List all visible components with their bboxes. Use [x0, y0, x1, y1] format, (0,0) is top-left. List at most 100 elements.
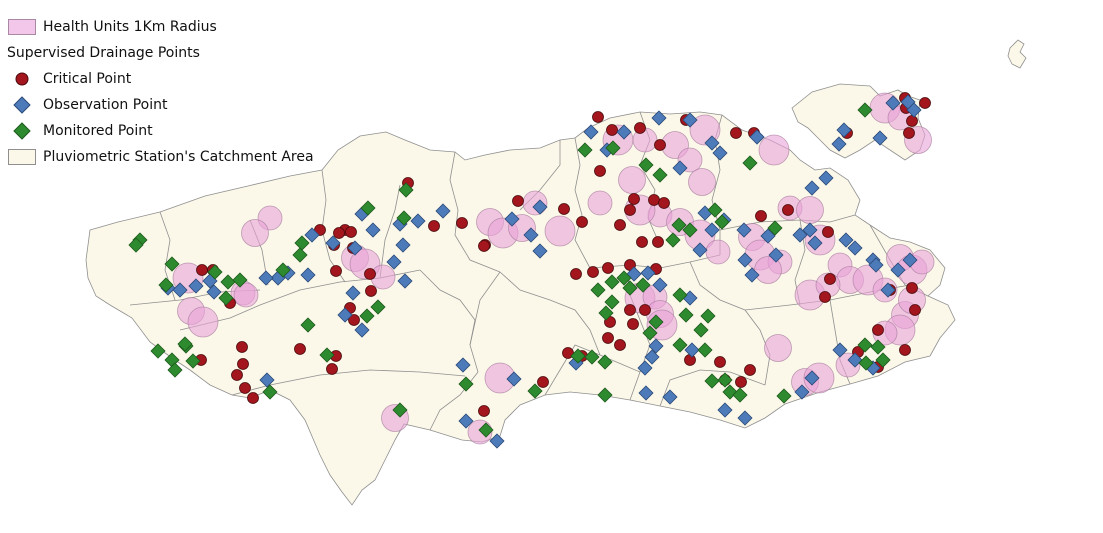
observation-point-icon	[744, 267, 760, 283]
observation-point-icon	[847, 240, 863, 256]
critical-point-icon	[614, 219, 626, 231]
monitored-point-icon	[767, 220, 783, 236]
map-legend: Health Units 1Km Radius Supervised Drain…	[7, 14, 314, 170]
observation-point-icon	[662, 389, 678, 405]
monitored-point-icon	[693, 322, 709, 338]
critical-point-icon	[602, 262, 614, 274]
critical-point-icon	[196, 264, 208, 276]
monitored-point-icon	[319, 347, 335, 363]
critical-point-icon	[872, 324, 884, 336]
critical-point-icon	[330, 265, 342, 277]
observation-point-icon	[760, 228, 776, 244]
monitored-point-icon	[590, 282, 606, 298]
monitored-point-icon	[714, 214, 730, 230]
critical-point-icon	[592, 111, 604, 123]
critical-point-icon	[819, 291, 831, 303]
observation-point-icon	[532, 199, 548, 215]
observation-point-icon	[890, 262, 906, 278]
observation-point-icon	[692, 242, 708, 258]
observation-point-icon	[386, 254, 402, 270]
observation-point-icon	[337, 307, 353, 323]
critical-point-icon	[636, 236, 648, 248]
critical-point-icon	[735, 376, 747, 388]
observation-point-icon	[506, 371, 522, 387]
observation-point-icon	[802, 222, 818, 238]
observation-point-icon	[794, 384, 810, 400]
monitored-point-icon	[150, 343, 166, 359]
critical-point-icon	[628, 193, 640, 205]
monitored-point-icon	[671, 217, 687, 233]
observation-point-icon	[259, 372, 275, 388]
island-outline	[1007, 39, 1027, 69]
observation-point-icon	[616, 124, 632, 140]
observation-point-icon	[831, 136, 847, 152]
observation-point-icon	[792, 227, 808, 243]
observation-point-icon	[455, 357, 471, 373]
observation-point-icon	[354, 322, 370, 338]
monitored-point-icon	[704, 373, 720, 389]
observation-point-icon	[410, 213, 426, 229]
legend-label: Pluviometric Station's Catchment Area	[43, 149, 314, 165]
monitored-point-icon	[635, 277, 651, 293]
critical-point-icon	[634, 122, 646, 134]
critical-point-icon	[652, 236, 664, 248]
monitored-point-icon	[598, 305, 614, 321]
observation-point-icon	[737, 410, 753, 426]
observation-point-icon	[325, 235, 341, 251]
monitored-point-icon	[597, 354, 613, 370]
critical-point-icon	[654, 139, 666, 151]
critical-point-icon	[639, 304, 651, 316]
observation-point-icon	[640, 265, 656, 281]
monitored-point-icon	[870, 339, 886, 355]
observation-point-icon	[638, 385, 654, 401]
monitored-point-icon	[392, 402, 408, 418]
observation-point-icon	[258, 270, 274, 286]
monitored-point-icon	[218, 290, 234, 306]
observation-point-icon	[206, 284, 222, 300]
critical-point-icon	[231, 369, 243, 381]
critical-point-icon	[236, 341, 248, 353]
monitored-point-icon	[128, 237, 144, 253]
monitored-point-icon	[604, 274, 620, 290]
monitored-point-icon	[857, 102, 873, 118]
monitored-point-icon	[776, 388, 792, 404]
observation-point-icon	[583, 124, 599, 140]
critical-point-icon	[906, 115, 918, 127]
observation-point-icon	[532, 243, 548, 259]
monitored-point-icon	[360, 200, 376, 216]
observation-point-icon	[304, 227, 320, 243]
monitored-point-icon	[158, 277, 174, 293]
monitored-point-icon	[622, 280, 638, 296]
critical-point-icon	[899, 344, 911, 356]
critical-point-icon	[478, 240, 490, 252]
monitored-point-icon	[717, 372, 733, 388]
observation-point-icon	[489, 433, 505, 449]
critical-point-icon	[365, 285, 377, 297]
monitored-point-icon	[858, 355, 874, 371]
health-unit-radius	[233, 282, 259, 308]
observation-point-icon	[818, 170, 834, 186]
monitored-point-icon	[678, 307, 694, 323]
observation-point-icon	[838, 232, 854, 248]
monitored-point-icon	[577, 142, 593, 158]
monitored-point-icon	[707, 202, 723, 218]
health-unit-radius	[544, 215, 576, 247]
monitored-point-icon	[220, 274, 236, 290]
legend-label: Health Units 1Km Radius	[43, 19, 217, 35]
observation-point-icon	[637, 360, 653, 376]
observation-point-icon	[458, 413, 474, 429]
monitored-point-icon	[458, 376, 474, 392]
observation-point-icon	[345, 285, 361, 301]
monitored-point-icon	[597, 387, 613, 403]
monitored-point-icon	[570, 348, 586, 364]
observation-point-icon	[682, 112, 698, 128]
monitored-point-icon	[185, 353, 201, 369]
observation-point-icon	[807, 235, 823, 251]
critical-point-icon	[428, 220, 440, 232]
critical-point-icon	[558, 203, 570, 215]
monitored-point-icon	[604, 294, 620, 310]
monitored-point-icon	[164, 256, 180, 272]
red-circle-icon	[7, 69, 37, 89]
observation-point-icon	[684, 342, 700, 358]
legend-label: Critical Point	[43, 71, 132, 87]
